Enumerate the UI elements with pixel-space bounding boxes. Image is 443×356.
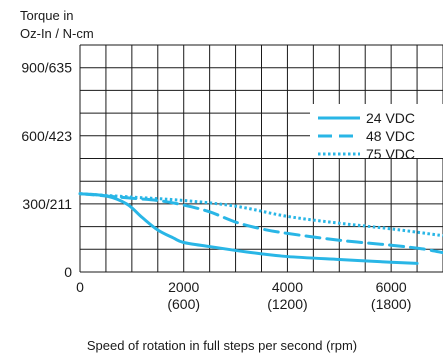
x-axis-ticks: 0 2000(600) 4000(1200) 6000(1800) xyxy=(76,279,411,312)
x-tick-label: 2000 xyxy=(168,279,199,295)
legend: 24 VDC 48 VDC 75 VDC xyxy=(310,104,443,162)
series-lines xyxy=(78,192,443,265)
x-tick-sublabel: (600) xyxy=(167,296,200,312)
y-tick-label: 0 xyxy=(64,264,72,280)
series-line-1 xyxy=(78,192,419,265)
x-tick-label: 6000 xyxy=(376,279,407,295)
legend-label-1: 24 VDC xyxy=(366,110,415,126)
x-axis-title: Speed of rotation in full steps per seco… xyxy=(87,338,357,353)
x-tick-label: 0 xyxy=(76,279,84,295)
x-tick-label: 4000 xyxy=(272,279,303,295)
y-tick-label: 900/635 xyxy=(21,60,72,76)
y-tick-label: 300/211 xyxy=(22,196,72,212)
legend-box xyxy=(310,104,443,158)
series-line-3 xyxy=(79,192,443,238)
y-axis-title-line-1: Torque in xyxy=(20,8,73,23)
x-tick-sublabel: (1200) xyxy=(267,296,307,312)
legend-label-2: 48 VDC xyxy=(366,128,415,144)
x-tick-sublabel: (1800) xyxy=(371,296,411,312)
y-axis-ticks: 0 300/211 600/423 900/635 xyxy=(21,60,72,280)
y-tick-label: 600/423 xyxy=(21,128,72,144)
legend-label-3: 75 VDC xyxy=(366,146,415,162)
series-line-2 xyxy=(78,192,443,255)
y-axis-title-line-2: Oz-In / N-cm xyxy=(20,26,94,41)
